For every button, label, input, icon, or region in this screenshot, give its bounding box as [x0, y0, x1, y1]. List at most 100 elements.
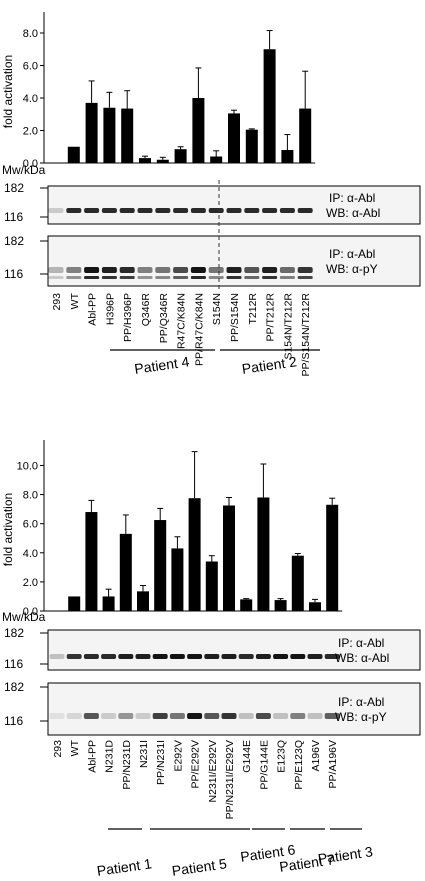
lane-label: G144E	[241, 740, 253, 773]
ip-label: IP: α-Abl	[338, 636, 384, 650]
blot-band-lower	[244, 276, 260, 279]
blot-band-lower	[84, 276, 100, 279]
blot-band	[187, 713, 203, 719]
wb-label: WB: α-Abl	[326, 206, 380, 220]
y-axis-label: fold activation	[1, 55, 15, 128]
bar-n231i	[137, 591, 149, 611]
lane-label: N231I	[138, 740, 150, 768]
blot-band	[66, 267, 82, 273]
blot-band	[48, 267, 64, 273]
blot-band-lower	[119, 276, 135, 279]
lane-label: WT	[69, 739, 81, 756]
marker-182: 182	[4, 626, 24, 640]
bar-n231i-e292v	[205, 561, 218, 611]
bar-n231d	[102, 596, 115, 611]
lane-label: Abl-PP	[86, 740, 98, 773]
blot-band	[152, 713, 168, 719]
lane-label: A196V	[310, 740, 322, 772]
blot-band-lower	[101, 276, 117, 279]
patient-label: Patient 4	[133, 353, 190, 377]
blot-panel-1	[47, 629, 421, 671]
y-tick-label: 4.0	[23, 548, 38, 560]
blot-band	[173, 267, 189, 273]
marker-116: 116	[4, 714, 23, 728]
blot-band	[187, 654, 203, 659]
blot-band	[152, 654, 168, 659]
bar-pp-a196v	[326, 504, 339, 611]
blot-band	[83, 654, 99, 659]
blot-band-lower	[137, 276, 153, 279]
bar-s154n-t212r	[281, 150, 294, 163]
marker-116: 116	[4, 210, 23, 224]
blot-band	[262, 208, 278, 213]
bar-pp-n231i	[154, 520, 167, 611]
blot-band-lower	[226, 276, 242, 279]
blot-band	[101, 713, 117, 719]
blot-band	[190, 267, 206, 273]
wb-label: WB: α-Abl	[335, 651, 389, 665]
blot-band	[255, 713, 271, 719]
marker-116: 116	[4, 657, 23, 671]
bar-pp-s154n-t212r	[299, 108, 312, 163]
bar-abl-pp	[85, 512, 98, 611]
lane-label: PP/E123Q	[293, 740, 305, 790]
bar-e123q	[274, 600, 287, 611]
lane-label: PP/E292V	[190, 740, 202, 788]
blot-band	[273, 713, 289, 719]
blot-band	[135, 713, 151, 719]
blot-panel-2	[47, 682, 421, 736]
blot-band	[204, 654, 220, 659]
ip-label: IP: α-Abl	[338, 695, 384, 709]
lane-label: H396P	[104, 293, 116, 325]
lane-label: PP/N231D	[121, 740, 133, 790]
bar-pp-n231i-e292v	[223, 505, 235, 611]
blot-band-lower	[155, 276, 171, 279]
mw-kda-label: Mw/kDa	[2, 163, 46, 177]
blot-band-lower	[173, 276, 189, 279]
blot-band	[169, 713, 185, 719]
blot-band	[208, 208, 224, 213]
bar-wt	[67, 146, 80, 163]
lane-label: PP/N231I/E292V	[224, 740, 236, 819]
blot-band	[173, 208, 189, 213]
patient-label: Patient 3	[317, 843, 374, 867]
y-tick-label: 8.0	[23, 28, 38, 40]
blot-band	[255, 654, 271, 659]
blot-band	[279, 208, 295, 213]
marker-116: 116	[4, 267, 23, 281]
lane-label: E123Q	[276, 740, 288, 773]
blot-band	[307, 654, 323, 659]
y-tick-label: 6.0	[23, 519, 38, 531]
blot-band	[221, 713, 237, 719]
bar-abl-pp	[85, 102, 98, 163]
patient-label: Patient 2	[241, 353, 298, 377]
blot-band	[290, 654, 306, 659]
blot-band	[84, 208, 100, 213]
blot-band	[101, 267, 117, 273]
wb-label: WB: α-pY	[335, 710, 387, 724]
y-tick-label: 0.0	[23, 606, 38, 618]
blot-band	[101, 654, 117, 659]
blot-band	[226, 267, 242, 273]
lane-label: PP/T212R	[265, 293, 277, 342]
y-tick-label: 8.0	[23, 490, 38, 502]
blot-band-lower	[208, 276, 224, 279]
bar-pp-r47c-k84n	[192, 98, 205, 163]
blot-band	[244, 267, 260, 273]
blot-band	[221, 654, 237, 659]
blot-band	[238, 713, 254, 719]
bar-a196v	[309, 602, 321, 611]
blot-band	[119, 208, 135, 213]
blot-band	[119, 267, 135, 273]
blot-band	[118, 654, 134, 659]
blot-band	[244, 208, 260, 213]
mw-kda-label: Mw/kDa	[2, 610, 46, 624]
y-tick-label: 0.0	[23, 158, 38, 170]
lane-label: S154N/T212R	[282, 293, 294, 360]
blot-band	[49, 654, 65, 659]
bar-wt	[68, 596, 81, 611]
blot-band-lower	[48, 276, 64, 279]
bar-pp-g144e	[257, 497, 270, 611]
y-tick-label: 6.0	[23, 61, 38, 73]
y-tick-label: 2.0	[23, 577, 38, 589]
